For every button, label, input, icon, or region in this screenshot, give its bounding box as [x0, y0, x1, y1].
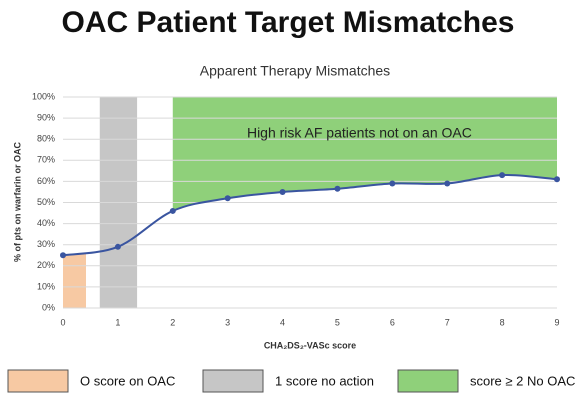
annotation: High risk AF patients not on an OAC: [247, 125, 472, 141]
y-tick-label: 80%: [37, 134, 55, 144]
point: [389, 180, 396, 187]
point: [334, 185, 341, 192]
point: [279, 188, 286, 195]
point: [114, 243, 121, 250]
y-tick-label: 40%: [37, 218, 55, 228]
y-tick-label: 50%: [37, 197, 55, 207]
point: [169, 207, 176, 214]
x-tick-label: 6: [390, 317, 395, 327]
legend-label: O score on OAC: [80, 373, 175, 388]
y-tick-label: 60%: [37, 176, 55, 186]
x-tick-label: 0: [60, 317, 65, 327]
x-tick-label: 5: [335, 317, 340, 327]
region: [172, 97, 557, 211]
y-tick-label: 90%: [37, 112, 55, 122]
x-tick-label: 3: [225, 317, 230, 327]
point: [60, 252, 66, 259]
chart-subtitle: Apparent Therapy Mismatches: [200, 63, 390, 79]
x-tick-label: 1: [115, 317, 120, 327]
x-tick-label: 2: [170, 317, 175, 327]
legend-swatch: [397, 369, 459, 393]
y-tick-label: 10%: [37, 281, 55, 291]
point: [444, 180, 451, 187]
point: [554, 176, 560, 183]
chart-title: OAC Patient Target Mismatches: [62, 6, 515, 39]
point: [499, 172, 506, 179]
x-tick-label: 8: [500, 317, 505, 327]
y-tick-label: 30%: [37, 239, 55, 249]
legend-label: 1 score no action: [275, 373, 374, 388]
y-tick-label: 100%: [32, 91, 55, 101]
x-tick-label: 7: [445, 317, 450, 327]
x-tick-label: 9: [554, 317, 559, 327]
x-tick-label: 4: [280, 317, 285, 327]
legend-label: score ≥ 2 No OAC: [470, 373, 575, 388]
y-axis-label: % of pts on warfarin or OAC: [12, 142, 22, 263]
line: [62, 174, 558, 257]
point: [224, 195, 231, 202]
x-axis-label: CHA₂DS₂-VASc score: [264, 340, 356, 350]
region: [63, 253, 87, 308]
y-tick-label: 20%: [37, 260, 55, 270]
y-tick-label: 0%: [42, 302, 55, 312]
legend-swatch: [202, 369, 264, 393]
legend-swatch: [7, 369, 69, 393]
y-tick-label: 70%: [37, 155, 55, 165]
